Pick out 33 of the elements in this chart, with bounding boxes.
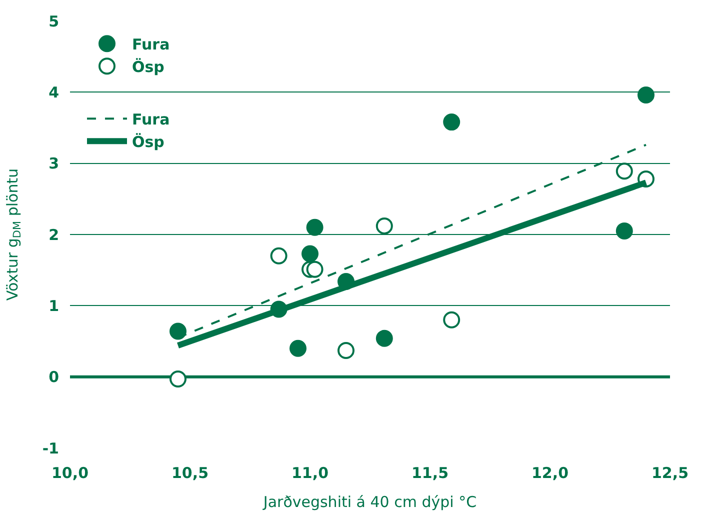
point (302, 245, 318, 262)
legend-label: Ösp (132, 58, 165, 76)
x-tick-label: 11,5 (411, 464, 449, 482)
point (270, 247, 288, 264)
y-tick-label: 3 (48, 154, 59, 173)
legend-label: Fura (132, 36, 170, 54)
point (338, 342, 354, 359)
y-tick-label: 5 (48, 12, 59, 30)
point (376, 217, 393, 234)
point (443, 114, 460, 131)
point (616, 162, 633, 180)
y-tick-label: 4 (48, 83, 59, 102)
x-tick-label: 12,5 (651, 464, 689, 482)
point (306, 218, 324, 236)
point (306, 260, 324, 278)
point (638, 86, 654, 104)
x-tick-label: 12,0 (531, 464, 569, 482)
point (376, 330, 393, 347)
point (170, 322, 186, 340)
point (290, 340, 306, 357)
point (170, 370, 186, 388)
x-tick-label: 11,0 (291, 464, 329, 482)
legend-label: Fura (132, 110, 170, 129)
x-axis-title: Jarðvegshiti á 40 cm dýpi °C (262, 493, 477, 511)
y-tick-label: 0 (48, 368, 59, 386)
y-tick-label: 2 (48, 226, 59, 244)
point (443, 311, 460, 328)
x-tick-label: 10,5 (171, 464, 209, 482)
legend-label: Ösp (132, 133, 165, 152)
y-tick-label: 1 (48, 296, 59, 315)
x-tick-label: 10,0 (51, 464, 89, 482)
y-tick-label: -1 (42, 439, 59, 458)
point (616, 222, 633, 240)
